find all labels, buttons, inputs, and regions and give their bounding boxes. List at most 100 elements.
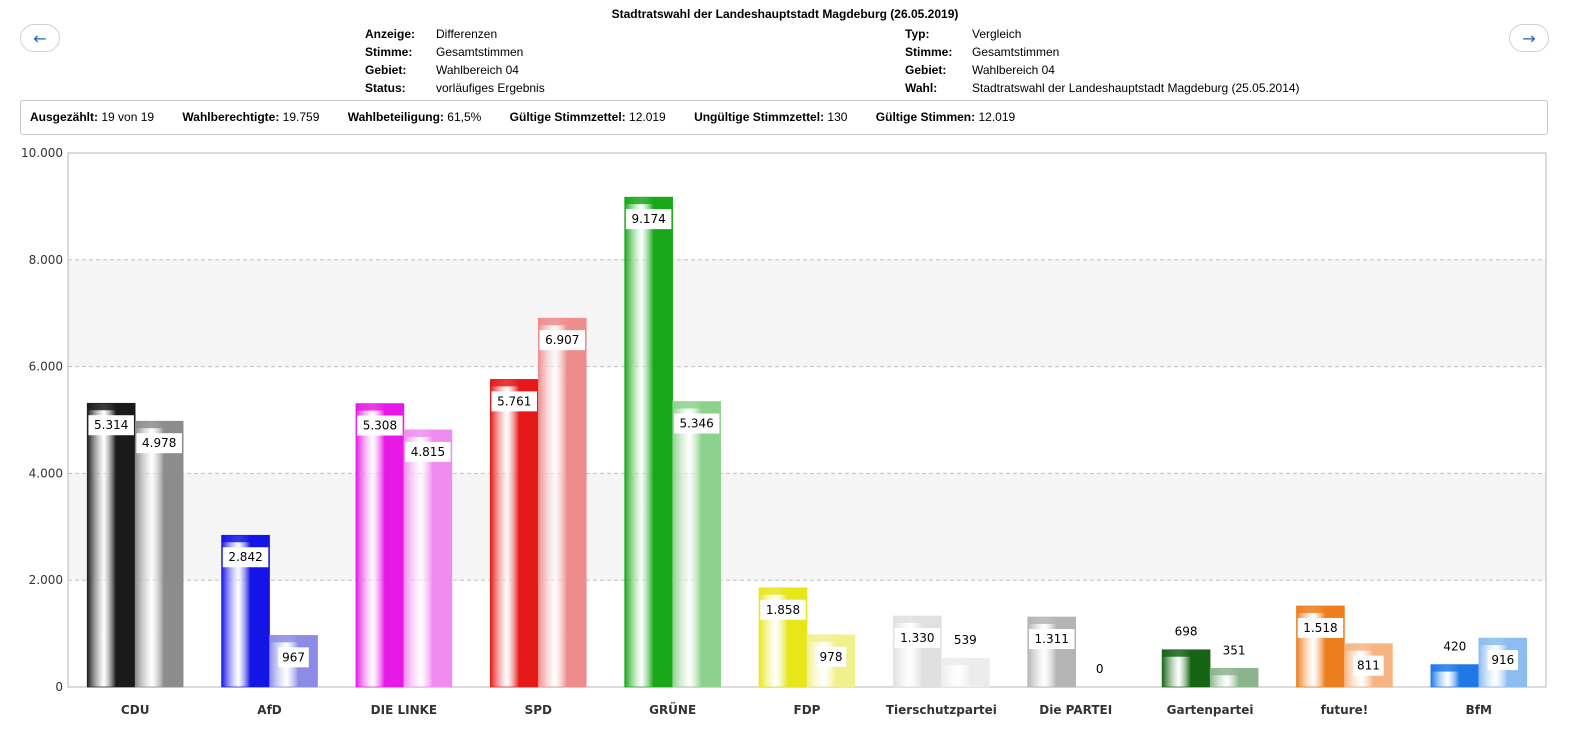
y-tick-label: 6.000 <box>29 360 63 374</box>
data-label-box <box>539 330 586 351</box>
data-label-future-2014: 811 <box>1357 659 1380 673</box>
bar-cap <box>672 401 721 409</box>
data-label-box <box>1170 621 1202 642</box>
bar-die-partei-2019 <box>1027 616 1077 688</box>
meta-row-gebiet: Gebiet: Wahlbereich 04 <box>905 61 1300 79</box>
stat-value: 12.019 <box>978 110 1016 124</box>
meta-row-stimme: Stimme: Gesamtstimmen <box>905 43 1300 61</box>
meta-value: vorläufiges Ergebnis <box>436 81 545 95</box>
stat-value: 61,5% <box>447 110 482 124</box>
y-tick-label: 10.000 <box>21 146 63 160</box>
bar-cap <box>807 634 855 642</box>
bar-future-2014 <box>1344 643 1393 688</box>
bar-cap <box>624 197 673 205</box>
data-label-die-linke-2014: 4.815 <box>411 445 445 459</box>
x-tick-label: Tierschutzpartei <box>886 703 997 717</box>
stat-ungueltige-stimmzettel: Ungültige Stimmzettel: 130 <box>694 101 847 134</box>
data-label-box <box>1439 636 1471 657</box>
bar-spd-2014 <box>537 317 587 688</box>
data-label-box <box>760 599 806 620</box>
x-tick-label: Gartenpartei <box>1167 703 1254 717</box>
data-label-box <box>1218 640 1250 661</box>
bar-cap <box>490 379 539 387</box>
data-label-box <box>491 391 538 412</box>
bar-gruene-2019 <box>624 196 673 688</box>
x-tick-label: GRÜNE <box>649 702 696 717</box>
data-label-future-2019: 1.518 <box>1303 621 1337 635</box>
meta-key: Stimme: <box>365 45 413 59</box>
meta-row-anzeige: Anzeige: Differenzen <box>365 25 545 43</box>
data-label-box <box>405 441 451 462</box>
stat-wahlberechtigte: Wahlberechtigte: 19.759 <box>182 101 319 134</box>
data-label-cdu-2014: 4.978 <box>142 436 176 450</box>
stat-key: Wahlbeteiligung: <box>347 110 444 124</box>
stat-key: Gültige Stimmzettel: <box>509 110 626 124</box>
stat-key: Ausgezählt: <box>30 110 99 124</box>
meta-value: Gesamtstimmen <box>436 45 524 59</box>
data-label-bfm-2014: 916 <box>1491 653 1514 667</box>
data-label-gartenpartei-2019: 698 <box>1175 625 1198 639</box>
bar-cap <box>87 403 136 411</box>
data-label-box <box>625 209 672 230</box>
data-label-box <box>1028 628 1075 649</box>
bar-cap <box>1027 616 1076 624</box>
data-label-tierschutzpartei-2019: 1.330 <box>900 631 934 645</box>
data-label-box <box>894 627 941 648</box>
data-label-gartenpartei-2014: 351 <box>1223 643 1246 657</box>
data-label-box <box>673 413 720 434</box>
bar-cap <box>1430 664 1479 672</box>
data-label-gruene-2019: 9.174 <box>631 212 665 226</box>
stat-value: 130 <box>827 110 848 124</box>
y-tick-label: 8.000 <box>29 253 63 267</box>
arrow-right-icon: → <box>1522 29 1536 48</box>
y-tick-label: 0 <box>55 680 63 694</box>
stat-value: 12.019 <box>629 110 666 124</box>
data-label-gruene-2014: 5.346 <box>679 417 713 431</box>
stat-gueltige-stimmzettel: Gültige Stimmzettel: 12.019 <box>510 101 666 134</box>
meta-row-status: Status: vorläufiges Ergebnis <box>365 79 545 97</box>
data-label-box <box>222 547 269 568</box>
bar-cap <box>355 403 404 411</box>
meta-key: Gebiet: <box>365 63 407 77</box>
bar-gruene-2014 <box>672 401 721 688</box>
bar-cap <box>403 429 452 437</box>
data-label-afd-2019: 2.842 <box>228 550 262 564</box>
data-label-die-linke-2019: 5.308 <box>363 419 397 433</box>
meta-key: Typ: <box>905 27 930 41</box>
grid-band <box>68 259 1546 367</box>
bar-cap <box>1478 638 1527 646</box>
stats-bar: Ausgezählt: 19 von 19 Wahlberechtigte: 1… <box>20 100 1548 135</box>
meta-row-wahl: Wahl: Stadtratswahl der Landeshauptstadt … <box>905 79 1300 97</box>
bar-cdu-2014 <box>134 420 184 688</box>
bar-die-linke-2014 <box>403 429 453 688</box>
meta-key: Status: <box>365 81 406 95</box>
x-tick-label: SPD <box>525 703 552 717</box>
bar-cap <box>1210 668 1259 676</box>
meta-row-typ: Typ: Vergleich <box>905 25 1300 43</box>
data-label-fdp-2014: 978 <box>820 650 843 664</box>
meta-value: Gesamtstimmen <box>972 45 1060 59</box>
meta-key: Gebiet: <box>905 63 947 77</box>
data-label-spd-2014: 6.907 <box>545 333 579 347</box>
data-label-box <box>357 415 403 436</box>
previous-arrow-button[interactable]: ← <box>20 24 60 52</box>
data-label-box <box>136 433 182 454</box>
x-tick-label: AfD <box>257 703 282 717</box>
bar-cdu-2019 <box>86 402 136 688</box>
bar-cap <box>221 535 270 543</box>
next-arrow-button[interactable]: → <box>1509 24 1549 52</box>
bar-tierschutzpartei-2019 <box>893 615 942 688</box>
stat-wahlbeteiligung: Wahlbeteiligung: 61,5% <box>348 101 482 134</box>
x-tick-label: FDP <box>794 703 821 717</box>
bar-spd-2019 <box>489 379 539 688</box>
bar-cap <box>759 587 807 595</box>
meta-value: Vergleich <box>972 27 1022 41</box>
data-label-die-partei-2014: 0 <box>1096 662 1104 676</box>
data-label-box <box>1297 617 1344 638</box>
data-label-box <box>88 415 134 436</box>
meta-row-stimme: Stimme: Gesamtstimmen <box>365 43 545 61</box>
x-tick-label: DIE LINKE <box>371 703 437 717</box>
data-label-box <box>1487 650 1519 671</box>
bar-cap <box>893 615 942 623</box>
meta-key: Stimme: <box>905 45 953 59</box>
